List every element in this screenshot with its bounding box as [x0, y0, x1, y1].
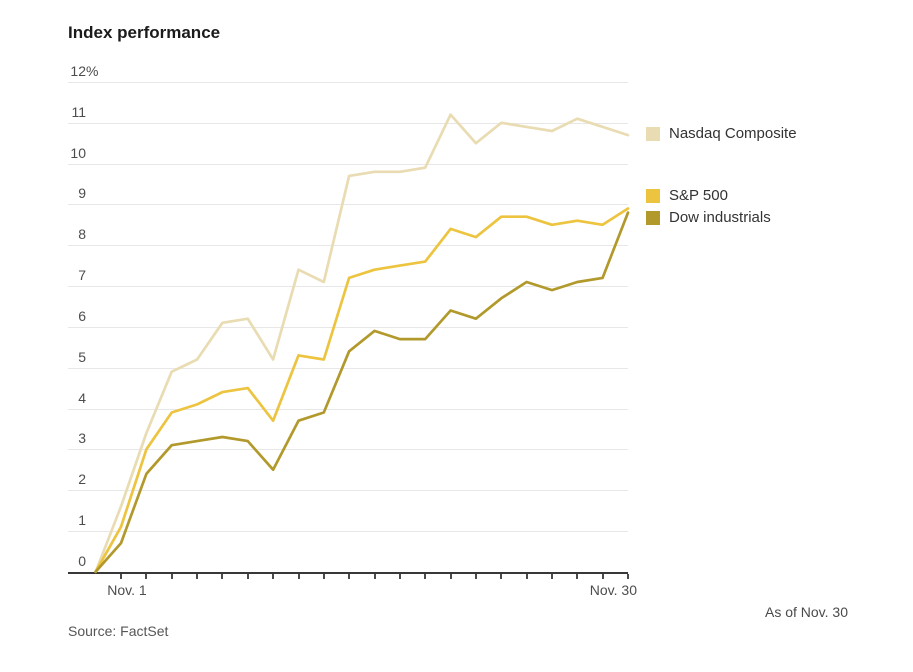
legend-item-nasdaq-composite: Nasdaq Composite — [646, 125, 797, 142]
x-axis-tick — [221, 574, 224, 579]
x-axis-line — [68, 572, 628, 574]
page-title: Index performance — [68, 23, 221, 42]
x-axis-tick — [525, 574, 528, 579]
x-axis-tick — [627, 574, 629, 579]
x-axis-tick — [246, 574, 249, 579]
as-of-note: As of Nov. 30 — [764, 604, 848, 620]
gridline — [68, 204, 628, 206]
x-axis-tick — [272, 574, 275, 579]
x-axis-label-start: Nov. 1 — [107, 582, 147, 598]
x-axis-tick — [398, 574, 401, 579]
y-axis-tick-label: 6 — [78, 307, 86, 324]
gridline — [68, 449, 628, 451]
x-axis-tick — [322, 574, 325, 579]
gridline — [68, 82, 628, 83]
y-axis-tick-label: 12% — [70, 63, 99, 79]
x-axis-label-end: Nov. 30 — [589, 582, 637, 598]
x-axis-tick — [551, 574, 553, 579]
gridline — [68, 408, 628, 410]
y-axis-tick-label: 9 — [78, 185, 86, 202]
gridline — [68, 163, 628, 165]
legend-item-dow-industrials: Dow industrials — [646, 209, 771, 226]
x-axis-tick — [601, 574, 604, 579]
x-axis-tick — [170, 574, 173, 579]
series-line-s-p-500 — [94, 207, 630, 574]
x-axis-tick — [297, 574, 300, 579]
series-line-nasdaq-composite — [94, 113, 630, 574]
y-axis-tick-label: 8 — [78, 226, 86, 243]
y-axis-tick-label: 3 — [78, 430, 86, 447]
x-axis-tick — [500, 574, 503, 579]
gridline — [68, 490, 628, 492]
x-axis-tick — [196, 574, 199, 579]
x-axis-tick — [145, 574, 148, 579]
x-axis-tick — [424, 574, 427, 579]
x-axis-tick — [576, 574, 579, 579]
gridline — [68, 245, 628, 247]
source-note: Source: FactSet — [68, 623, 169, 639]
legend-swatch-dow-industrials — [646, 210, 660, 225]
legend-label-nasdaq-composite: Nasdaq Composite — [669, 125, 797, 142]
gridline — [68, 367, 628, 369]
legend-swatch-sp-500 — [646, 188, 660, 203]
y-axis-tick-label: 10 — [70, 144, 86, 161]
y-axis-tick-label: 4 — [78, 389, 86, 406]
y-axis-tick-label: 1 — [78, 511, 86, 528]
x-axis-tick — [120, 574, 122, 579]
legend-swatch-nasdaq-composite — [646, 126, 660, 141]
gridline — [68, 286, 628, 287]
legend-item-sp-500: S&P 500 — [646, 187, 728, 204]
y-axis-tick-label: 11 — [71, 103, 86, 120]
x-axis-tick — [449, 574, 452, 579]
gridline — [68, 122, 628, 124]
y-axis-tick-label: 5 — [78, 348, 86, 365]
y-axis-tick-label: 0 — [78, 552, 86, 569]
legend-label-sp-500: S&P 500 — [669, 187, 728, 204]
gridline — [68, 530, 628, 532]
y-axis-tick-label: 7 — [78, 267, 86, 283]
y-axis-tick-label: 2 — [78, 471, 86, 488]
x-axis-tick — [474, 574, 477, 579]
series-line-dow-industrials — [94, 211, 630, 574]
x-axis-tick — [373, 574, 376, 579]
legend-label-dow-industrials: Dow industrials — [669, 209, 771, 226]
x-axis-tick — [348, 574, 351, 579]
gridline — [68, 326, 628, 328]
